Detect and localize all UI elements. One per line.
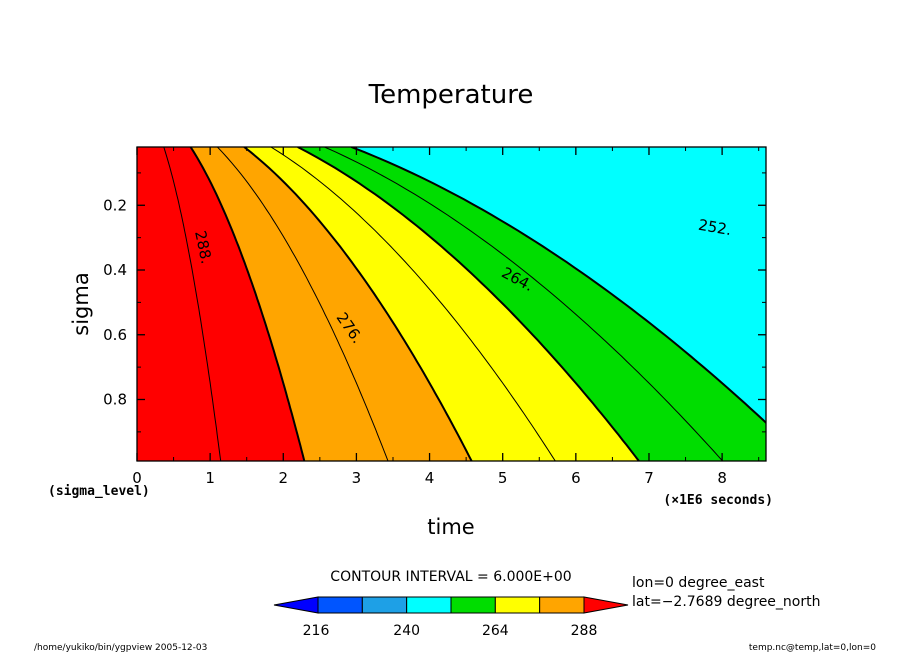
contour-line-282 — [217, 147, 389, 461]
x-tick-label: 1 — [205, 469, 215, 487]
plot-frame — [136, 146, 767, 462]
y-axis-label: sigma — [69, 272, 93, 335]
colorbar-swatch — [317, 596, 363, 614]
colorbar: 216 240 264 288 — [273, 596, 629, 639]
colorbar-tick-label: 264 — [482, 623, 509, 639]
contour-line-276 — [243, 147, 473, 461]
contour-line-270 — [270, 147, 556, 461]
colorbar-swatch — [494, 596, 541, 614]
y-tick-label: 0.8 — [103, 390, 127, 408]
x-tick-label: 5 — [498, 469, 508, 487]
y-tick-label: 0.4 — [103, 261, 127, 279]
x-axis-label: time — [427, 515, 474, 539]
y-unit-note: (sigma_level) — [48, 484, 150, 499]
contour-fill-layer — [137, 147, 766, 461]
band-ge-288 — [137, 147, 305, 461]
chart-title: Temperature — [368, 80, 534, 110]
colorbar-tick-label: 216 — [303, 623, 330, 639]
colorbar-min-arrow — [273, 596, 319, 614]
x-tick-label: 7 — [644, 469, 654, 487]
x-tick-label: 8 — [717, 469, 727, 487]
lat-info: lat=−2.7689 degree_north — [632, 594, 820, 610]
colorbar-tick-label: 288 — [571, 623, 598, 639]
colorbar-swatch — [406, 596, 452, 614]
x-tick-label: 2 — [279, 469, 289, 487]
contour-label-252: 252. — [697, 216, 733, 240]
colorbar-max-arrow — [583, 596, 629, 614]
contour-line-layer — [163, 147, 766, 461]
axis-ticks: 0 1 2 3 4 5 6 7 8 0.2 0.4 0.6 0.8 — [103, 147, 766, 487]
contour-interval-text: CONTOUR INTERVAL = 6.000E+00 — [330, 569, 571, 585]
lon-info: lon=0 degree_east — [632, 575, 765, 591]
colorbar-tick-label: 240 — [393, 623, 420, 639]
contour-line-294 — [163, 147, 222, 461]
x-tick-label: 3 — [352, 469, 362, 487]
source-footer: temp.nc@temp,lat=0,lon=0 — [749, 643, 876, 653]
x-tick-label: 4 — [425, 469, 435, 487]
colorbar-swatch — [361, 596, 408, 614]
plot-area: 288.276.264.252. 0 1 2 3 4 5 6 7 80.20.40.60.8 — [103, 146, 767, 487]
y-tick-label: 0.6 — [103, 326, 127, 344]
contour-line-264 — [297, 147, 640, 461]
contour-line-252 — [350, 147, 766, 425]
contour-line-288 — [189, 147, 306, 461]
x-tick-label: 0 — [132, 469, 142, 487]
path-date-footer: /home/yukiko/bin/ygpview 2005-12-03 — [34, 643, 207, 653]
y-tick-label: 0.2 — [103, 196, 127, 214]
contour-line-258 — [324, 147, 723, 461]
colorbar-swatch — [539, 596, 585, 614]
x-tick-label: 6 — [571, 469, 581, 487]
x-unit-note: (×1E6 seconds) — [663, 493, 773, 508]
colorbar-swatch — [450, 596, 496, 614]
